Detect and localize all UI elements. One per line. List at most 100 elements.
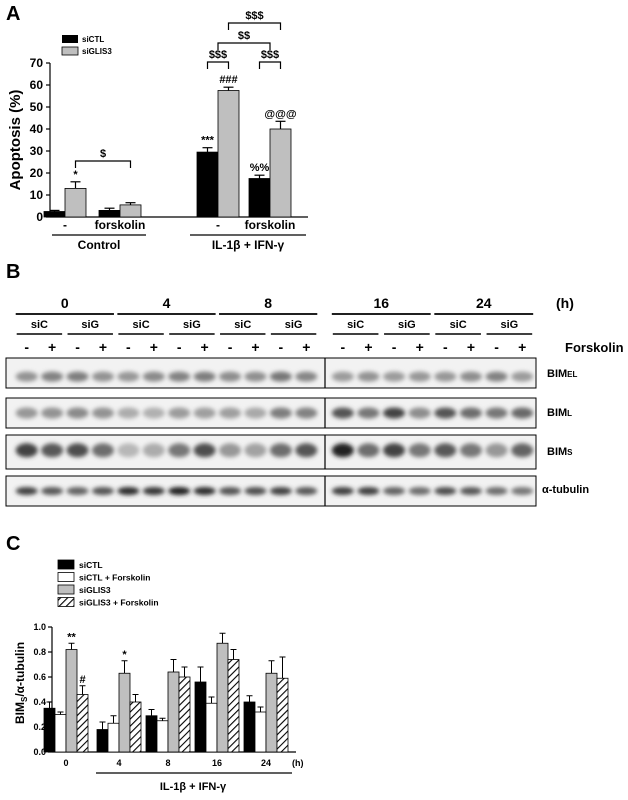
forskolin-sign: - — [392, 339, 397, 355]
panel-c-significance-mark: # — [79, 674, 85, 686]
blot-band-alpha-tubulin — [142, 487, 165, 495]
panel-a-significance-mark: @@@ — [264, 108, 296, 120]
blot-band-alpha-tubulin — [193, 487, 216, 495]
blot-band-bim-l — [331, 407, 354, 419]
panel-a-legend-label-siglis3: siGLIS3 — [82, 47, 112, 56]
panel-c-y-axis-label: BIMS/α-tubulin — [13, 642, 29, 724]
blot-band-bim-el — [295, 371, 318, 382]
blot-band-alpha-tubulin — [91, 487, 114, 495]
forskolin-sign: + — [48, 339, 56, 355]
panel-c-bar — [167, 671, 180, 753]
blot-band-bim-el — [331, 371, 354, 382]
time-point-label: 4 — [163, 295, 171, 311]
sirna-label: siC — [347, 319, 364, 331]
blot-band-bim-l — [142, 407, 165, 419]
panel-c-bar — [227, 659, 240, 753]
sirna-label: siC — [450, 319, 467, 331]
blot-band-bim-s — [219, 443, 242, 458]
forskolin-sign: - — [494, 339, 499, 355]
panel-c-bar — [243, 701, 256, 753]
sirna-label: siC — [31, 319, 48, 331]
panel-a-bracket-label: $ — [100, 148, 106, 160]
panel-a-group-label-cytokine: IL-1β + IFN-γ — [212, 238, 285, 252]
panel-a-bar-siglis3 — [119, 204, 142, 218]
blot-band-alpha-tubulin — [485, 487, 508, 495]
blot-band-alpha-tubulin — [331, 487, 354, 495]
panel-c-x-unit-label: (h) — [292, 758, 304, 768]
panel-a-significance-mark: ### — [219, 74, 237, 86]
blot-band-bim-s — [168, 443, 191, 458]
panel-c-bar — [54, 714, 67, 753]
blot-band-alpha-tubulin — [41, 487, 64, 495]
sirna-label: siG — [501, 319, 519, 331]
sirna-label: siG — [285, 319, 303, 331]
blot-band-alpha-tubulin — [295, 487, 318, 495]
panel-a-significance-bracket — [258, 61, 282, 69]
panel-a-y-tick-label: 20 — [30, 166, 44, 180]
blot-band-bim-l — [219, 407, 242, 419]
panel-c-significance-mark: * — [122, 649, 127, 661]
panel-c-bar — [216, 642, 229, 753]
blot-band-bim-el — [117, 371, 140, 382]
time-point-label: 16 — [373, 295, 389, 311]
blot-band-alpha-tubulin — [66, 487, 89, 495]
panel-a-bar-sictl — [98, 209, 121, 218]
panel-a-y-tick-label: 0 — [36, 210, 43, 224]
blot-band-bim-s — [15, 443, 38, 458]
panel-c-y-tick-label: 0.6 — [33, 672, 46, 682]
panel-a-significance-bracket — [74, 160, 132, 168]
forskolin-sign: + — [251, 339, 259, 355]
blot-band-bim-l — [168, 407, 191, 419]
panel-label-b: B — [6, 261, 20, 283]
panel-c-chart: siCTL siCTL + Forskolin siGLIS3 siGLIS3 + F… — [13, 559, 304, 793]
panel-a-legend-swatch-siglis3 — [61, 46, 79, 56]
blot-band-bim-el — [459, 371, 482, 382]
panel-a-significance-bracket — [217, 42, 271, 50]
panel-a-condition-label-4: forskolin — [245, 218, 296, 232]
panel-a-legend-label-sictl: siCTL — [82, 35, 104, 44]
forskolin-sign: - — [75, 339, 80, 355]
forskolin-sign: - — [126, 339, 131, 355]
panel-a-condition-label-1: - — [63, 218, 67, 232]
forskolin-sign: + — [99, 339, 107, 355]
panel-c-legend-label: siCTL — [79, 560, 103, 570]
blot-band-bim-s — [269, 443, 292, 458]
blot-band-bim-el — [434, 371, 457, 382]
blot-band-bim-el — [408, 371, 431, 382]
blot-band-bim-s — [91, 443, 114, 458]
panel-c-bar — [178, 676, 191, 753]
band-label-bim-el: BIMEL — [547, 368, 578, 380]
forskolin-sign: - — [443, 339, 448, 355]
panel-a-condition-label-3: - — [216, 218, 220, 232]
forskolin-sign: + — [302, 339, 310, 355]
panel-a-bracket-label: $$$ — [245, 10, 263, 22]
blot-band-alpha-tubulin — [459, 487, 482, 495]
blot-band-bim-el — [41, 371, 64, 382]
panel-c-legend-swatch — [57, 572, 75, 582]
blot-band-bim-l — [269, 407, 292, 419]
blot-band-bim-s — [117, 443, 140, 458]
panel-label-c: C — [6, 533, 20, 555]
panel-a-bar-sictl — [196, 151, 219, 218]
panel-label-a: A — [6, 3, 20, 25]
blot-band-bim-l — [15, 407, 38, 419]
panel-c-legend-label: siGLIS3 + Forskolin — [79, 598, 159, 608]
panel-a-y-tick-label: 30 — [30, 144, 44, 158]
band-label-alpha-tubulin: α-tubulin — [542, 484, 589, 496]
panel-c-x-tick-label: 24 — [261, 758, 271, 768]
panel-c-bar — [205, 702, 218, 753]
panel-c-x-axis-label: IL-1β + IFN-γ — [160, 781, 227, 793]
blot-band-bim-s — [459, 443, 482, 458]
blot-band-bim-s — [244, 443, 267, 458]
blot-band-bim-l — [66, 407, 89, 419]
blot-band-bim-s — [295, 443, 318, 458]
panel-c-bar — [276, 677, 289, 753]
blot-band-bim-s — [383, 443, 406, 458]
blot-band-bim-el — [244, 371, 267, 382]
blot-band-bim-el — [357, 371, 380, 382]
panel-c-bar — [76, 694, 89, 753]
panel-a-chart: Apoptosis (%) 0 10 20 30 40 50 60 70 siCTL siGL… — [7, 10, 308, 252]
panel-c-y-tick-label: 0.8 — [33, 647, 46, 657]
panel-c-bar — [254, 711, 267, 753]
